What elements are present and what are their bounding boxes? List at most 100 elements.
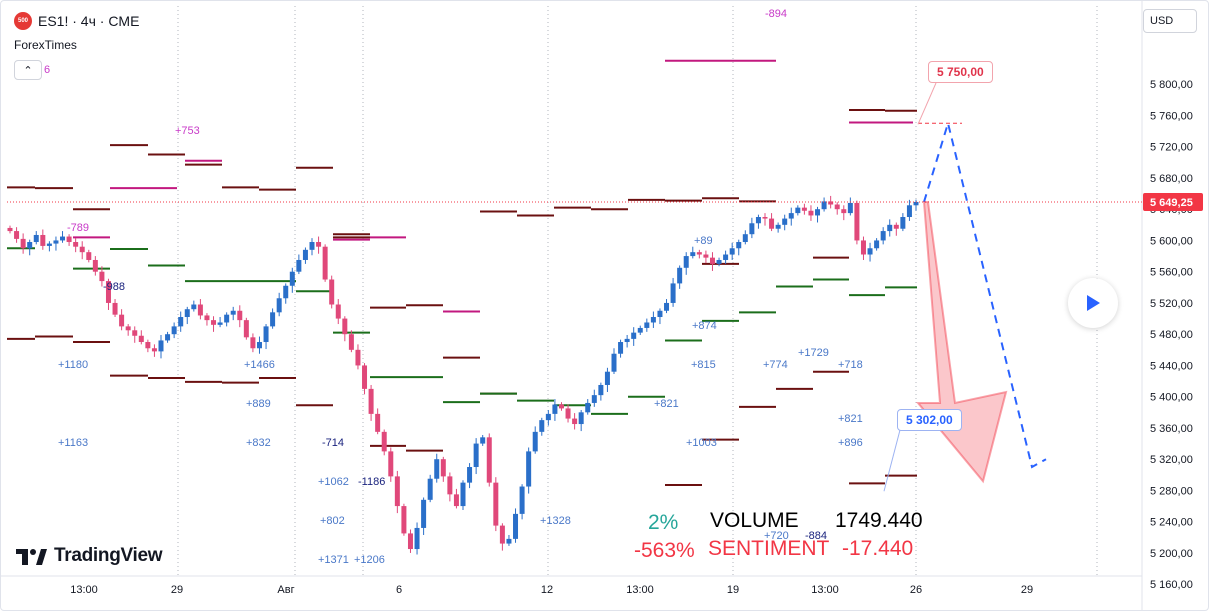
time-tick-label: 13:00 [811,584,839,596]
level-value-label: +896 [838,437,863,449]
candle-body [709,257,715,264]
level-value-label: +821 [838,413,863,425]
candle-body [401,506,407,534]
tradingview-logo[interactable]: TradingView [16,545,163,567]
candle-body [493,482,499,526]
pct-bottom: -563% [634,539,695,562]
candle-body [637,327,643,333]
level-value-label: +1206 [354,554,385,566]
candle-body [578,412,584,425]
stats-panel: 2% VOLUME 1749.440 -563% SENTIMENT -17.4… [630,507,950,567]
candle-body [775,224,781,229]
candle-body [329,279,335,305]
candle-body [355,349,361,366]
candle-body [394,476,400,507]
candle-body [618,342,624,354]
candle-body [322,246,328,280]
candle-body [788,213,794,219]
candle-body [191,304,197,310]
candle-body [33,234,39,243]
candle-body [348,334,354,350]
time-tick-label: 29 [1021,584,1033,596]
candle-body [841,209,847,214]
price-tick-label: 5 360,00 [1150,423,1193,435]
candle-body [893,224,899,229]
candle-body [631,332,637,339]
candle-body [375,413,381,432]
candle-body [874,240,880,249]
candle-body [624,338,630,343]
candle-body [867,248,873,255]
candle-body [670,283,676,303]
target-down-callout[interactable]: 5 302,00 [897,409,962,431]
volume-label: VOLUME [710,509,799,532]
level-value-label: -894 [765,8,787,20]
collapse-indicators-button[interactable]: ⌃ [14,60,42,80]
pct-top: 2% [648,511,679,534]
candle-body [158,340,164,352]
projection-down-arrow [915,200,1008,484]
level-value-label: +89 [694,235,713,247]
candle-body [453,494,459,507]
candle-body [440,459,446,477]
projection-up-path [923,119,1047,469]
candle-body [407,533,413,550]
candle-body [591,395,597,403]
candle-body [683,256,689,268]
symbol-badge: 500 [14,12,32,30]
candle-body [703,254,709,258]
currency-label: USD [1150,15,1174,27]
price-tick-label: 5 280,00 [1150,485,1193,497]
candle-body [302,249,308,260]
candle-body [755,217,761,224]
replay-button[interactable] [1068,278,1118,328]
candle-body [46,243,52,246]
candle-body [585,402,591,413]
level-value-label: +1003 [686,437,717,449]
target-up-callout[interactable]: 5 750,00 [928,61,993,83]
time-tick-label: 26 [910,584,922,596]
candle-body [434,459,440,479]
candle-body [197,304,203,316]
candle-body [604,371,610,385]
callout-leader-up [917,82,937,125]
time-tick-label: 19 [727,584,739,596]
candle-body [539,420,545,432]
candle-body [801,207,807,211]
currency-selector[interactable]: USD [1143,9,1197,33]
play-icon [1087,295,1100,311]
candle-body [795,207,801,214]
candle-body [66,236,72,243]
level-value-label: -1186 [358,476,385,488]
candle-body [421,499,427,528]
candle-body [913,201,919,206]
candle-body [572,418,578,425]
level-value-label: -988 [103,281,125,293]
candle-body [217,322,223,325]
time-tick-label: 13:00 [70,584,98,596]
candle-body [414,527,420,550]
candle-body [171,326,177,335]
candle-body [342,318,348,335]
candle-body [565,408,571,419]
last-price-label: 5 649,25 [1150,197,1193,209]
collapsed-count: 6 [44,64,51,76]
candle-body [283,285,289,299]
candle-body [256,342,262,349]
candle-body [847,202,853,214]
price-tick-label: 5 520,00 [1150,298,1193,310]
candle-body [513,513,519,539]
price-tick-label: 5 560,00 [1150,267,1193,279]
candle-body [119,314,125,327]
candle-body [880,231,886,241]
price-tick-label: 5 160,00 [1150,579,1193,591]
level-value-label: -884 [805,530,827,542]
candle-body [486,437,492,483]
level-value-label: +753 [175,125,200,137]
candle-body [499,525,505,544]
candle-body [178,317,184,327]
symbol-title[interactable]: ES1! · 4ч · CME [38,13,140,29]
candle-body [230,310,236,315]
candle-body [690,252,696,257]
